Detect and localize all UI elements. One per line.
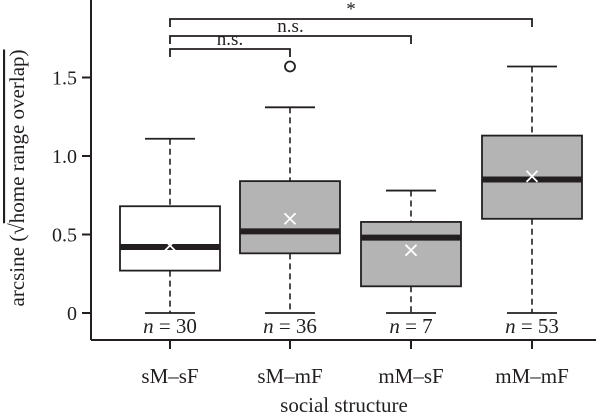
n-label-value: 36 [296, 314, 317, 338]
n-label: n = 30 [143, 314, 197, 338]
y-axis-title-prefix: arcsine ( [5, 235, 29, 307]
n-label-equals: = [154, 314, 176, 338]
x-tick-label: sM–sF [141, 364, 198, 388]
significance-brackets: n.s. n.s. * [169, 0, 533, 57]
x-tick-label: mM–sF [378, 364, 443, 388]
n-label: n = 7 [389, 314, 432, 338]
outlier-point [284, 60, 296, 73]
significance-bracket: n.s. [169, 16, 412, 44]
n-label-value: 7 [422, 314, 433, 338]
mean-marker [525, 170, 539, 183]
n-label-value: 30 [176, 314, 197, 338]
mean-marker [163, 239, 177, 252]
box-iqr [239, 180, 341, 255]
bracket-line [169, 48, 291, 57]
n-label-prefix: n [389, 314, 400, 338]
x-tick-label: sM–mF [257, 364, 322, 388]
significance-bracket: * [169, 0, 533, 27]
x-tick-label: mM–mF [495, 364, 569, 388]
mean-marker [283, 212, 297, 225]
significance-label: n.s. [277, 16, 303, 37]
n-label-prefix: n [143, 314, 154, 338]
n-label-prefix: n [263, 314, 274, 338]
significance-bracket: n.s. [169, 29, 291, 57]
n-label-equals: = [400, 314, 422, 338]
significance-label: n.s. [217, 29, 243, 50]
y-tick-label: 1.0 [52, 146, 77, 168]
n-label-equals: = [274, 314, 296, 338]
y-axis-title-radical: √ [5, 223, 29, 235]
n-label-prefix: n [505, 314, 516, 338]
n-label-value: 53 [538, 314, 559, 338]
bracket-line [169, 18, 533, 27]
n-label-equals: = [516, 314, 538, 338]
significance-label: * [346, 0, 356, 20]
y-axis-ticks: 0 0.5 1.0 1.5 [52, 68, 91, 325]
x-axis-title: social structure [280, 393, 408, 417]
x-axis-categories: sM–sF sM–mF mM–sF mM–mF [141, 340, 569, 388]
mean-marker [404, 244, 418, 257]
bracket-line [169, 35, 412, 44]
box-group: n = 53 [481, 65, 583, 338]
box-group: n = 36 [239, 60, 341, 338]
axes [90, 0, 596, 341]
n-label: n = 36 [263, 314, 317, 338]
box-group: n = 30 [119, 137, 221, 338]
y-axis-title-main: home range overlap) [5, 49, 29, 223]
box-iqr [360, 221, 462, 288]
y-tick-label: 0 [67, 303, 77, 325]
n-label: n = 53 [505, 314, 559, 338]
y-axis-title: arcsine (√home range overlap) [5, 49, 29, 306]
box-iqr [119, 205, 221, 272]
box-group: n = 7 [360, 189, 462, 338]
y-tick-label: 0.5 [52, 225, 77, 247]
y-tick-label: 1.5 [52, 68, 77, 90]
